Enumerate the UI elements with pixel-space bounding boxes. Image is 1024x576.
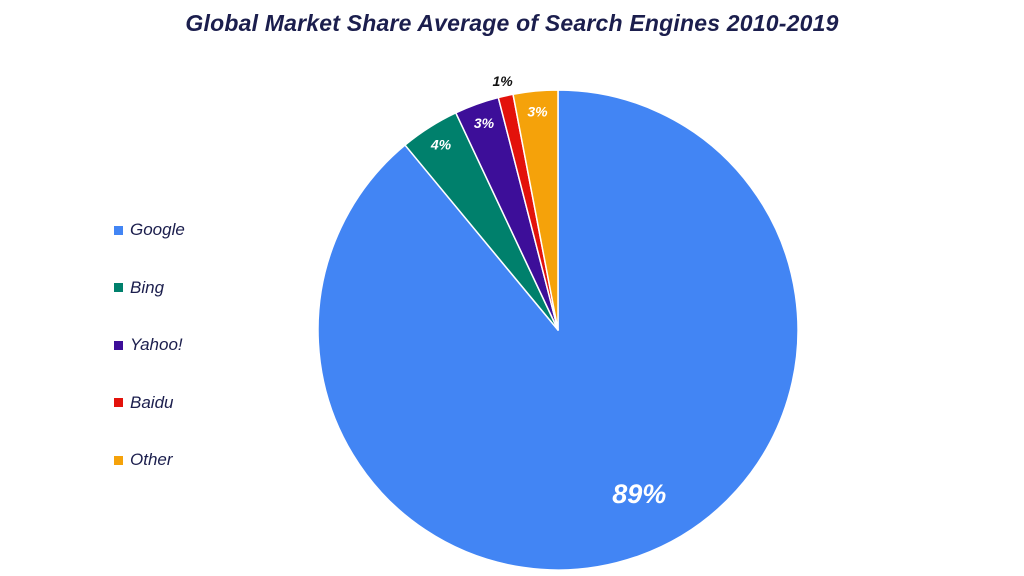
slice-label: 1% xyxy=(492,73,513,89)
legend-swatch xyxy=(114,340,123,350)
legend-item: Other xyxy=(114,448,185,472)
legend-label: Bing xyxy=(130,277,165,297)
slice-label: 3% xyxy=(474,115,495,131)
legend-swatch xyxy=(114,283,123,292)
legend-item: Baidu xyxy=(114,391,185,415)
legend-item: Bing xyxy=(114,276,185,300)
legend-item: Yahoo! xyxy=(114,333,185,357)
legend-swatch xyxy=(114,225,123,235)
slice-label: 4% xyxy=(430,136,452,152)
legend-swatch xyxy=(114,455,123,465)
slice-label: 89% xyxy=(612,479,666,509)
legend-label: Baidu xyxy=(130,392,174,412)
legend-item: Google xyxy=(114,218,185,242)
legend-label: Yahoo! xyxy=(130,335,183,354)
slice-label: 3% xyxy=(527,103,548,119)
chart-title: Global Market Share Average of Search En… xyxy=(185,10,839,36)
legend-label: Google xyxy=(130,220,185,239)
pie-slice-other xyxy=(512,89,559,331)
legend-label: Other xyxy=(130,450,173,469)
legend-swatch xyxy=(114,398,123,407)
chart-legend: Google Bing Yahoo! Baidu Other xyxy=(114,218,185,506)
